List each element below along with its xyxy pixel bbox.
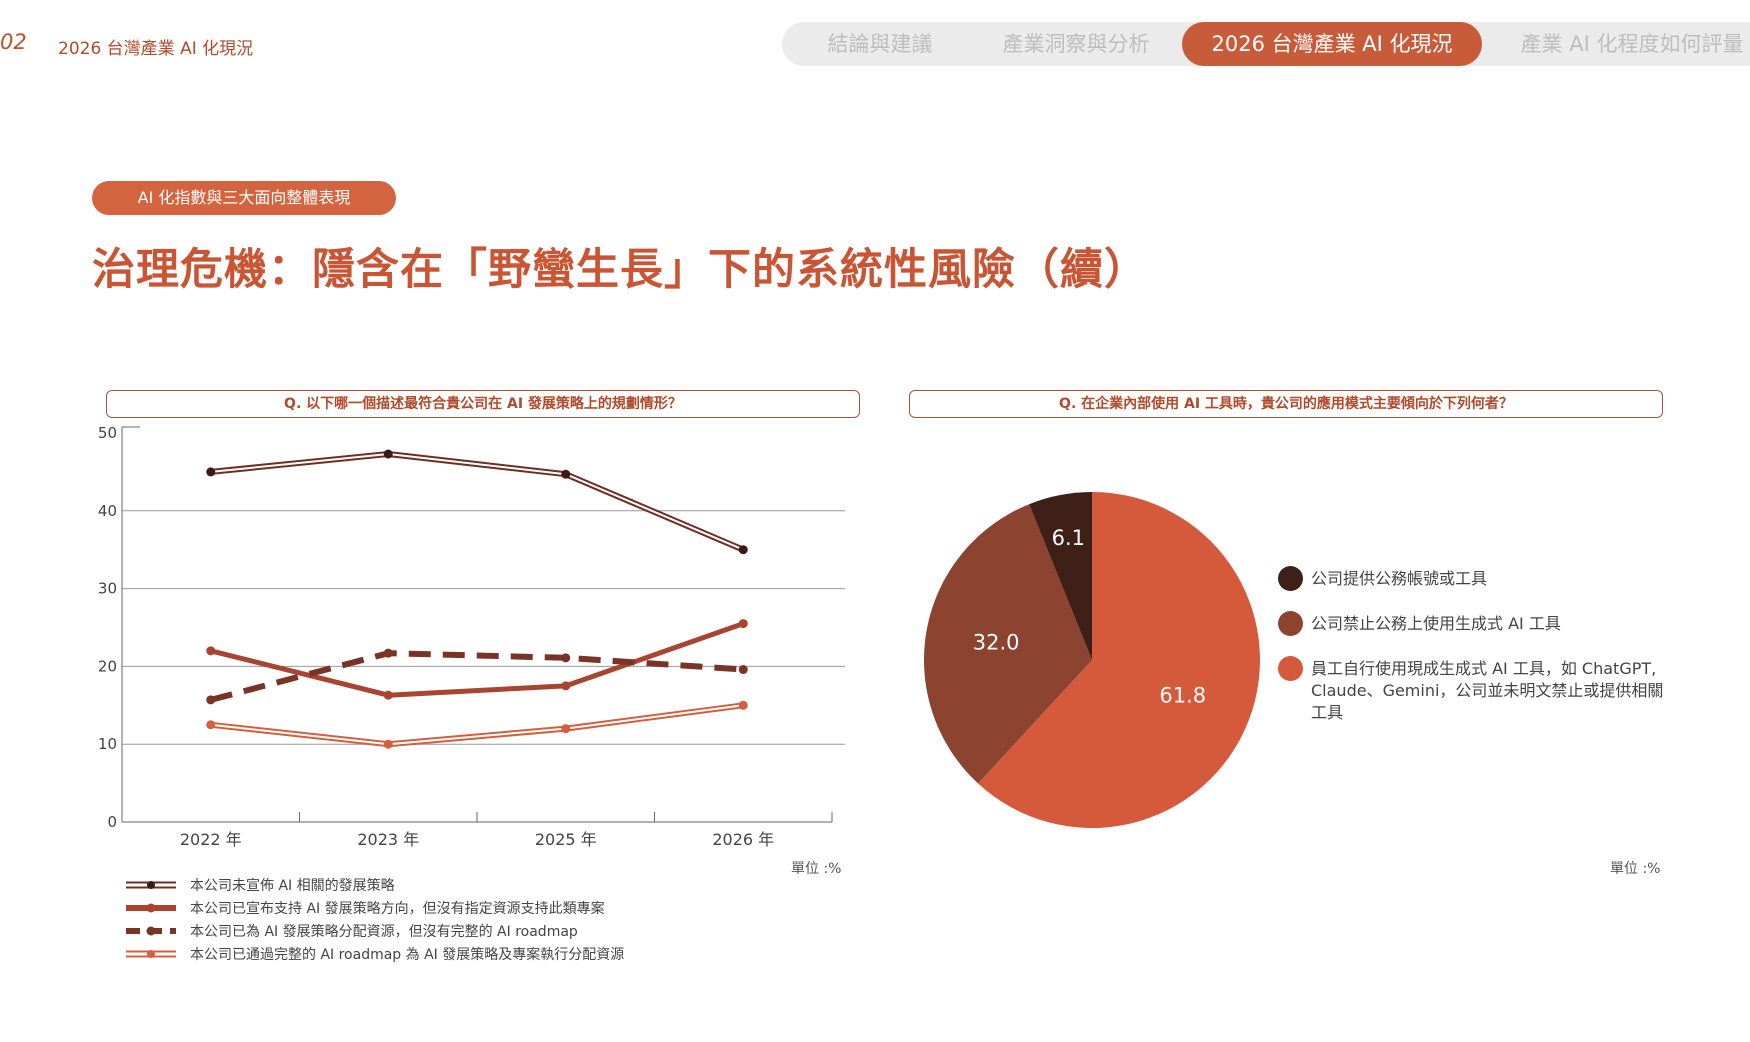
legend-label: 公司禁止公務上使用生成式 AI 工具 <box>1311 614 1561 633</box>
right-question: Q. 在企業內部使用 AI 工具時，貴公司的應用模式主要傾向於下列何者？ <box>909 390 1663 418</box>
legend-swatch-thick <box>126 903 176 913</box>
page-title: 治理危機：隱含在「野蠻生長」下的系統性風險（續） <box>92 245 1148 295</box>
series-point <box>206 646 216 656</box>
pie-value-label: 6.1 <box>1052 526 1085 550</box>
legend-dot <box>1278 611 1303 636</box>
top-tab-bar: 結論與建議 產業洞察與分析 2026 台灣產業 AI 化現況 產業 AI 化程度… <box>782 22 1750 66</box>
series-point <box>738 665 748 675</box>
series-point <box>738 619 748 629</box>
y-tick-label: 20 <box>98 657 117 675</box>
series-line-inner <box>210 704 744 746</box>
series-point <box>383 739 393 749</box>
legend-label: 本公司未宣佈 AI 相關的發展策略 <box>190 878 395 894</box>
series-1 <box>206 619 748 700</box>
series-point <box>383 648 393 658</box>
tab-industry-insight[interactable]: 產業洞察與分析 <box>1002 32 1150 56</box>
left-unit-label: 單位 :% <box>791 861 842 877</box>
series-point <box>561 469 571 479</box>
legend-dot <box>1278 656 1303 681</box>
legend-label: 員工自行使用現成生成式 AI 工具，如 ChatGPT, Claude、Gemi… <box>1311 659 1664 722</box>
page-number: 02 <box>0 30 27 54</box>
legend-label: 本公司已通過完整的 AI roadmap 為 AI 發展策略及專案執行分配資源 <box>190 947 625 963</box>
series-line <box>210 621 745 698</box>
legend-label: 本公司已宣布支持 AI 發展策略方向，但沒有指定資源支持此類專案 <box>190 901 605 917</box>
legend-label: 公司提供公務帳號或工具 <box>1311 569 1488 588</box>
tab-2026-status[interactable]: 2026 台灣產業 AI 化現況 <box>1182 22 1482 66</box>
tab-conclusion[interactable]: 結論與建議 <box>827 32 933 56</box>
pie-chart: 61.8 32.0 6.1 <box>923 492 1260 828</box>
series-point <box>738 545 748 555</box>
series-point <box>383 449 393 459</box>
section-name: 2026 台灣產業 AI 化現況 <box>58 39 254 59</box>
pie-slice <box>978 492 1260 828</box>
legend-swatch-double-light <box>126 950 176 958</box>
left-question: Q. 以下哪一個描述最符合貴公司在 AI 發展策略上的規劃情形？ <box>106 390 860 418</box>
legend-item-no-strategy: 本公司未宣佈 AI 相關的發展策略 <box>124 874 724 896</box>
legend-swatch-dashed <box>126 926 176 936</box>
pie-value-label: 32.0 <box>973 630 1020 654</box>
series-point <box>206 695 216 705</box>
series-point <box>738 700 748 710</box>
series-point <box>206 720 216 730</box>
x-tick-label: 2025 年 <box>535 830 597 849</box>
series-point <box>383 690 393 700</box>
section-pill: AI 化指數與三大面向整體表現 <box>92 181 396 215</box>
legend-dot <box>1278 566 1303 591</box>
x-tick-label: 2022 年 <box>180 830 242 849</box>
series-point <box>206 467 216 477</box>
y-tick-label: 10 <box>98 735 117 753</box>
series-line <box>210 650 744 703</box>
legend-swatch-double-dark <box>126 881 176 889</box>
pie-value-label: 61.8 <box>1159 683 1206 707</box>
tab-evaluation[interactable]: 產業 AI 化程度如何評量 <box>1520 32 1744 56</box>
legend-item-resources: 本公司已為 AI 發展策略分配資源，但沒有完整的 AI roadmap <box>124 920 724 942</box>
legend-item-announced: 本公司已宣布支持 AI 發展策略方向，但沒有指定資源支持此類專案 <box>124 897 724 919</box>
y-tick-label: 30 <box>98 580 117 598</box>
series-point <box>561 653 571 663</box>
y-tick-label: 0 <box>107 813 117 831</box>
right-unit-label: 單位 :% <box>1610 861 1661 877</box>
series-3 <box>206 700 748 749</box>
series-line <box>210 451 745 553</box>
legend-item-roadmap: 本公司已通過完整的 AI roadmap 為 AI 發展策略及專案執行分配資源 <box>124 943 724 965</box>
series-2 <box>206 648 748 705</box>
series-point <box>561 724 571 734</box>
x-tick-label: 2026 年 <box>712 830 774 849</box>
x-tick-label: 2023 年 <box>357 830 419 849</box>
y-tick-label: 50 <box>98 424 117 442</box>
series-line <box>210 702 744 748</box>
series-0 <box>206 449 748 555</box>
series-line-inner <box>210 453 744 551</box>
legend-label: 本公司已為 AI 發展策略分配資源，但沒有完整的 AI roadmap <box>190 924 578 940</box>
pie-slice <box>1029 492 1092 660</box>
pie-slice <box>923 504 1092 784</box>
series-point <box>561 681 571 691</box>
y-tick-label: 40 <box>98 502 117 520</box>
